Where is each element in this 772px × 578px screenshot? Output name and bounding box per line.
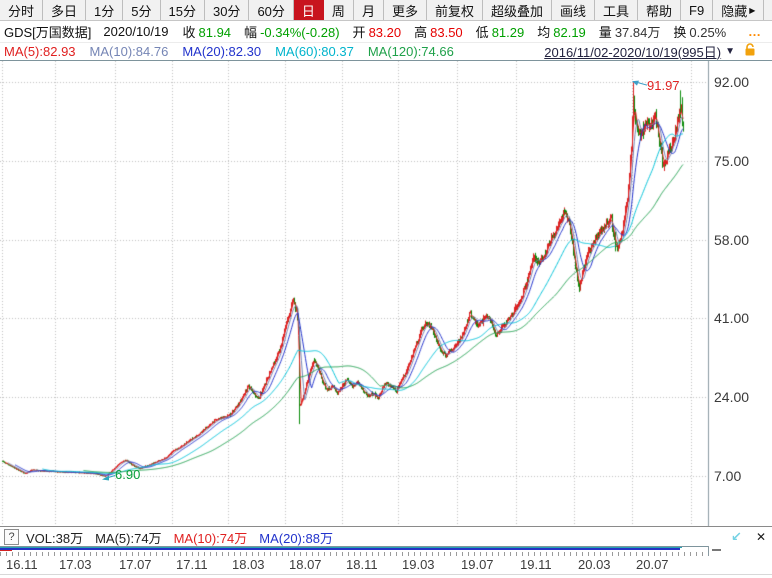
y-axis-label: 41.00 <box>714 310 750 327</box>
x-axis-label: 17.03 <box>59 557 92 572</box>
field-open: 开 83.20 <box>352 25 402 40</box>
ma60-value: MA(60):80.37 <box>275 43 354 59</box>
pane-border <box>0 546 708 547</box>
y-axis-label: 58.00 <box>714 231 750 248</box>
ma10-value: MA(10):84.76 <box>89 43 169 59</box>
candlestick-chart[interactable]: 92.00 75.00 58.00 41.00 24.00 7.00 91.97… <box>0 60 772 527</box>
date-range-text[interactable]: 2016/11/02-2020/10/19(995日) <box>544 44 722 60</box>
x-axis-label: 18.07 <box>289 557 322 572</box>
x-axis-label: 18.03 <box>232 557 265 572</box>
x-axis: 16.11 17.03 17.07 17.11 18.03 18.07 18.1… <box>0 556 772 575</box>
tab-weekly[interactable]: 周 <box>324 0 354 20</box>
axis-line <box>708 546 709 556</box>
tab-1min[interactable]: 1分 <box>86 0 124 20</box>
tab-multi-day[interactable]: 多日 <box>43 0 87 20</box>
y-axis-label: 75.00 <box>714 152 750 169</box>
tab-daily[interactable]: 日 <box>293 0 324 20</box>
field-change: 幅 -0.34%(-0.28) <box>244 25 340 40</box>
x-axis-label: 18.11 <box>346 557 378 572</box>
x-axis-label: 19.07 <box>461 557 494 572</box>
tab-super-overlay[interactable]: 超级叠加 <box>483 0 552 20</box>
quote-date: 2020/10/19 <box>103 24 169 39</box>
x-axis-label: 19.11 <box>520 557 552 572</box>
minor-ticks <box>0 552 708 556</box>
y-axis-label: 7.00 <box>714 468 742 484</box>
field-avg: 均 82.19 <box>537 25 586 40</box>
tab-f9[interactable]: F9 <box>681 0 714 20</box>
pane-controls: ↙ ✕ <box>731 529 772 545</box>
tab-tools[interactable]: 工具 <box>595 0 639 20</box>
quote-info-row: GDS[万国数据] 2020/10/19 收 81.94 幅 -0.34%(-0.2… <box>0 21 772 43</box>
collapsed-volume-strip <box>0 546 772 556</box>
tab-30min[interactable]: 30分 <box>205 0 250 20</box>
x-axis-label: 17.11 <box>176 557 208 572</box>
tab-monthly[interactable]: 月 <box>354 0 384 20</box>
ma-indicator-row: MA(5):82.93 MA(10):84.76 MA(20):82.30 MA… <box>0 42 772 60</box>
x-axis-label: 16.11 <box>6 557 38 572</box>
volume-ma-teal-line <box>0 547 682 548</box>
date-range-selector[interactable]: 2016/11/02-2020/10/19(995日) ▼ <box>544 42 772 61</box>
chart-canvas[interactable] <box>0 61 772 526</box>
x-axis-label: 19.03 <box>402 557 435 572</box>
more-fields-indicator[interactable]: … <box>748 24 762 39</box>
bottom-margin <box>0 575 772 578</box>
tab-5min[interactable]: 5分 <box>123 0 161 20</box>
tab-more[interactable]: 更多 <box>384 0 427 20</box>
ma120-value: MA(120):74.66 <box>367 43 454 59</box>
field-high: 高 83.50 <box>414 25 463 40</box>
x-axis-label: 20.07 <box>636 557 669 572</box>
field-low: 低 81.29 <box>475 25 525 40</box>
vol-value: VOL:38万 <box>26 530 84 546</box>
tab-60min[interactable]: 60分 <box>249 0 294 20</box>
tab-draw-line[interactable]: 画线 <box>552 0 596 20</box>
tab-help[interactable]: 帮助 <box>638 0 682 20</box>
tab-hide-label: 隐藏 <box>721 3 748 19</box>
chevron-down-icon[interactable]: ▼ <box>725 45 735 57</box>
vol-ma20-value: MA(20):88万 <box>259 530 333 546</box>
field-close: 收 81.94 <box>182 25 232 40</box>
tab-forward-adjust[interactable]: 前复权 <box>427 0 483 20</box>
period-toolbar: 分时 多日 1分 5分 15分 30分 60分 日 周 月 更多 前复权 超级叠… <box>0 0 772 21</box>
y-axis-label: 92.00 <box>714 74 750 90</box>
close-pane-icon[interactable]: ✕ <box>755 530 766 544</box>
tab-15min[interactable]: 15分 <box>161 0 205 20</box>
help-icon[interactable]: ? <box>4 529 19 545</box>
high-price-annotation: 91.97 <box>647 78 680 94</box>
vol-ma5-value: MA(5):74万 <box>95 530 162 546</box>
axis-dash <box>712 549 721 551</box>
chevron-right-icon: ▶ <box>749 5 756 15</box>
low-price-annotation: 6.90 <box>115 467 141 483</box>
tab-minute-view[interactable]: 分时 <box>0 0 44 20</box>
x-axis-label: 17.07 <box>119 557 152 572</box>
y-axis-label: 24.00 <box>714 389 750 406</box>
minimize-pane-icon[interactable]: ↙ <box>731 529 742 544</box>
vol-ma10-value: MA(10):74万 <box>173 530 248 546</box>
lock-icon[interactable] <box>744 43 756 59</box>
volume-pane-header: ? VOL:38万 MA(5):74万 MA(10):74万 MA(20):88… <box>0 528 772 546</box>
ma20-value: MA(20):82.30 <box>182 43 262 59</box>
symbol-name: GDS[万国数据] <box>4 25 92 40</box>
tab-hide[interactable]: 隐藏 ▶ <box>713 0 765 20</box>
volume-ma-blue-line <box>0 548 680 550</box>
volume-ma-red-line <box>0 550 12 551</box>
field-turnover: 换 0.25% <box>673 25 727 40</box>
x-axis-label: 20.03 <box>578 557 611 572</box>
ma5-value: MA(5):82.93 <box>4 43 76 59</box>
field-volume: 量 37.84万 <box>598 25 661 40</box>
